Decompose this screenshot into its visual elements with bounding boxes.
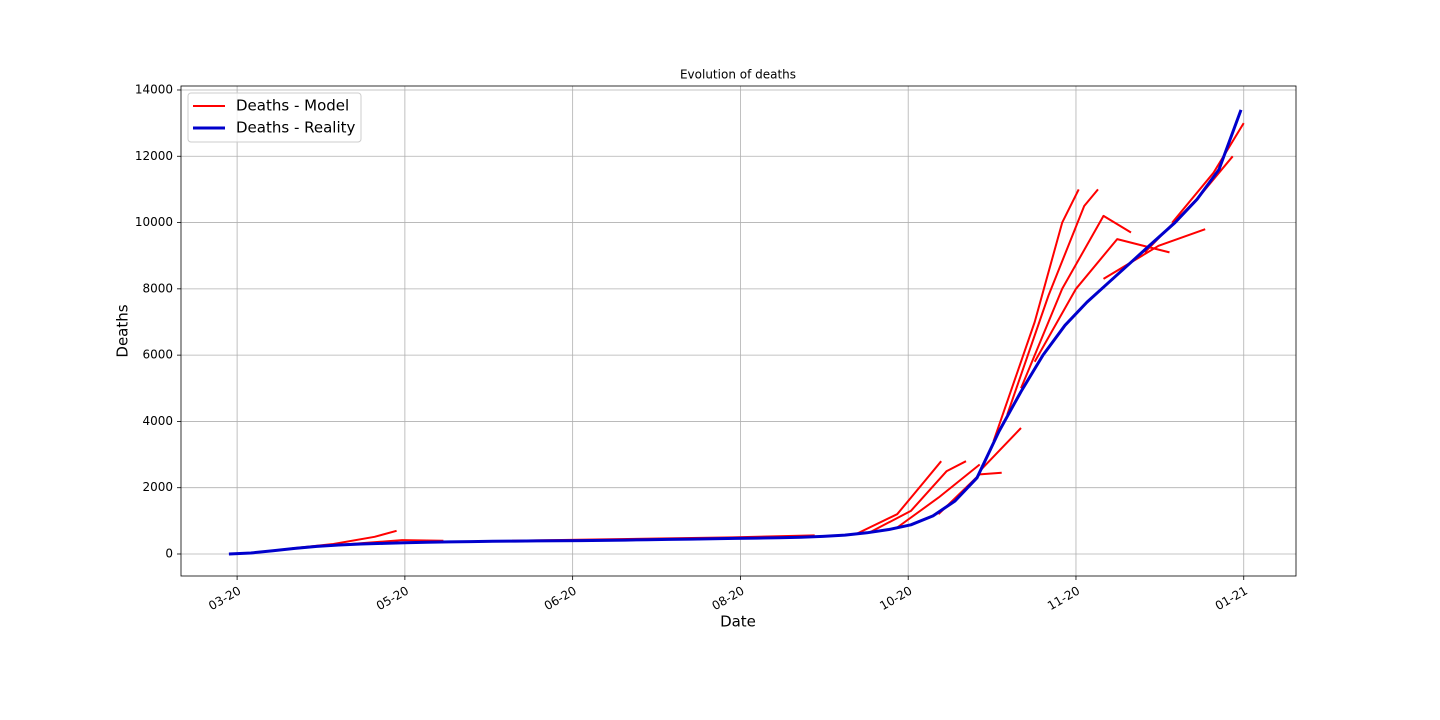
x-tick-label: 10-20 <box>877 584 914 614</box>
y-tick-label: 8000 <box>142 281 173 295</box>
x-tick-label: 05-20 <box>374 584 411 614</box>
x-tick-label: 06-20 <box>542 584 579 614</box>
legend-label: Deaths - Reality <box>236 119 356 137</box>
y-tick-label: 12000 <box>135 149 173 163</box>
y-tick-label: 0 <box>165 546 173 560</box>
data-line <box>228 109 1243 556</box>
x-axis-label: Date <box>720 613 756 631</box>
x-tick-label: 11-20 <box>1045 584 1082 614</box>
y-tick-label: 14000 <box>135 82 173 96</box>
y-axis-label: Deaths <box>114 304 132 357</box>
data-line <box>291 122 1245 550</box>
y-tick-label: 2000 <box>142 480 173 494</box>
x-tick-label: 03-20 <box>206 584 243 614</box>
x-tick-label: 01-21 <box>1213 584 1250 614</box>
legend-box <box>187 92 362 143</box>
y-tick-label: 4000 <box>142 414 173 428</box>
x-tick-label: 08-20 <box>709 584 746 614</box>
plot-frame <box>180 85 1297 577</box>
legend-label: Deaths - Model <box>236 97 349 115</box>
y-tick-label: 6000 <box>142 348 173 362</box>
chart-title: Evolution of deaths <box>680 68 796 82</box>
y-tick-label: 10000 <box>135 215 173 229</box>
